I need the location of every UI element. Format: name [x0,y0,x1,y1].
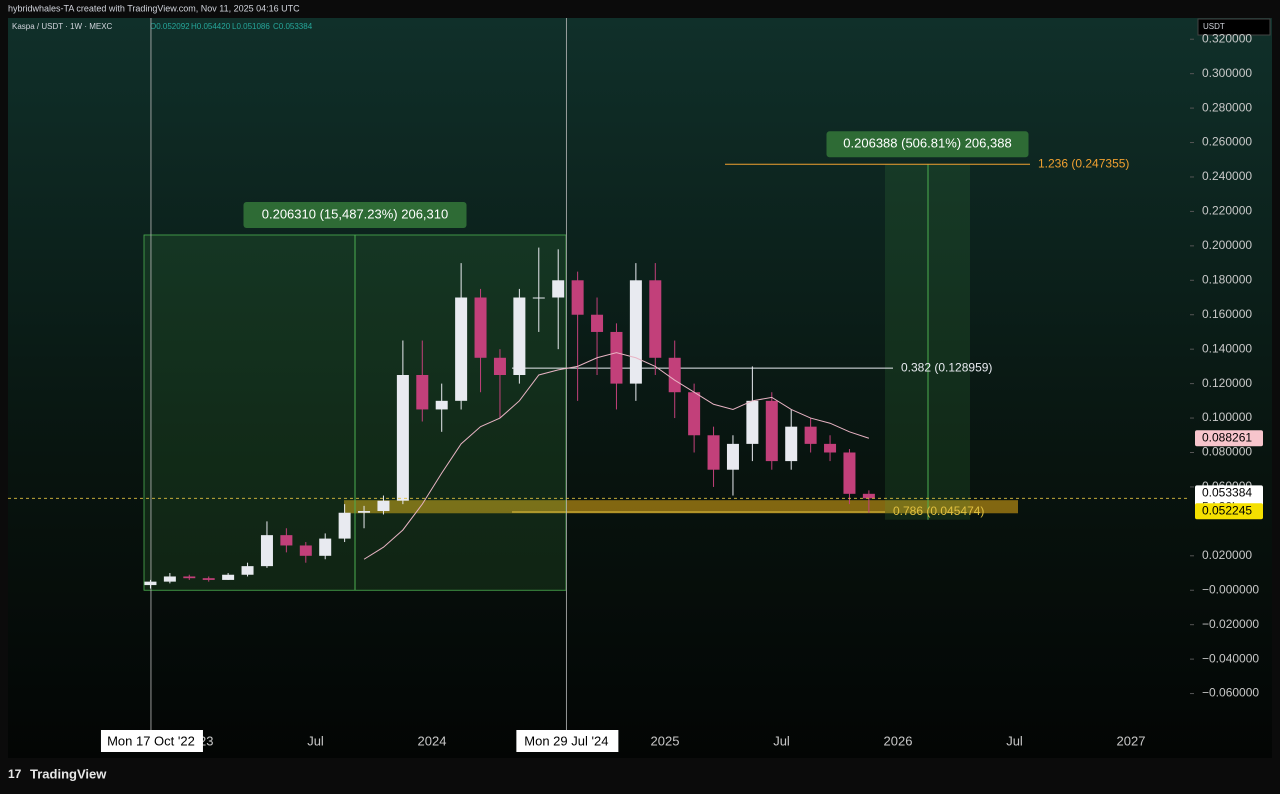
price-label-box [1195,430,1263,447]
candle-body [241,566,254,575]
candle-body [280,535,293,546]
x-tick-label: 2026 [884,733,913,748]
y-tick-label: 0.120000 [1202,376,1252,390]
candle-body [649,280,662,358]
candle-body [396,375,409,501]
currency-box [1197,18,1271,36]
candle-body [358,511,371,513]
y-tick-label: 0.160000 [1202,307,1252,321]
brand-logo: 17 [8,767,22,781]
candle-body [299,545,312,556]
candle-body [571,280,584,315]
candle-body [688,392,701,436]
ohlc-value: L0.051086 [232,22,270,31]
price-label-box [1195,503,1263,520]
candle-body [765,400,778,462]
ohlc-value: C0.053384 [273,22,313,31]
y-tick-label: 0.240000 [1202,169,1252,183]
fib-label: 0.786 (0.045474) [893,504,984,518]
y-tick-label: 0.300000 [1202,66,1252,80]
price-label: 0.052245 [1202,503,1252,517]
candle-body [629,280,642,384]
moving-average [363,352,870,560]
y-tick-label: −0.000000 [1202,582,1259,596]
x-tick-label: Jul [1006,733,1023,748]
y-tick-label: 0.260000 [1202,135,1252,149]
credit: hybridwhales-TA created with TradingView… [8,3,300,13]
y-tick-label: 0.220000 [1202,204,1252,218]
crosshair-label: Mon 29 Jul '24 [524,733,608,748]
y-tick-label: 0.140000 [1202,341,1252,355]
x-tick-label: 2027 [1117,733,1146,748]
candle-body [163,576,176,582]
candle-body [455,297,468,401]
candle-body [862,493,875,499]
candle-body [377,500,390,512]
y-tick-label: −0.040000 [1202,651,1259,665]
ohlc-value: H0.054420 [191,22,231,31]
candle-body [746,400,759,444]
fib-label: 1.236 (0.247355) [1038,156,1129,170]
measure-label: 0.206388 (506.81%) 206,388 [843,136,1011,151]
crosshair-label-box [516,730,619,752]
candle-body [260,535,273,567]
candle-body [726,443,739,470]
candle-body [319,538,332,556]
candle-body [804,426,817,444]
symbol: Kaspa / USDT · 1W · MEXC [12,22,113,31]
candle-body [183,576,196,579]
y-tick-label: 0.180000 [1202,272,1252,286]
crosshair-label: Mon 17 Oct '22 [107,733,195,748]
y-tick-label: 0.080000 [1202,445,1252,459]
measure-label: 0.206310 (15,487.23%) 206,310 [262,206,449,221]
candle-body [435,400,448,410]
y-tick-label: 0.200000 [1202,238,1252,252]
price-label: 0.088261 [1202,430,1252,444]
candle-body [707,435,720,470]
candle-body [493,357,506,375]
candle-body [222,574,235,580]
measure-label-box [243,201,467,228]
candle-body [591,314,604,332]
candle-body [532,297,545,299]
crosshair-label-box [100,730,203,752]
fib-label: 0.382 (0.128959) [901,360,992,374]
candle-body [610,331,623,384]
candle-body [474,297,487,358]
y-tick-label: 0.320000 [1202,31,1252,45]
candle-body [144,581,157,586]
ohlc-value: O0.052092 [150,22,190,31]
candle-body [668,357,681,393]
chart-pane [8,18,1272,758]
x-tick-label: Jul [307,733,324,748]
x-tick-label: 2025 [651,733,680,748]
y-tick-label: −0.020000 [1202,617,1259,631]
y-tick-label: 0.020000 [1202,548,1252,562]
y-tick-label: 0.280000 [1202,100,1252,114]
measure-label-box [826,131,1029,158]
y-tick-label: −0.060000 [1202,686,1259,700]
price-label: 0.053384 [1202,485,1252,499]
candle-body [202,578,215,580]
candle-body [513,297,526,375]
ohlc-legend: O0.052092 H0.054420 L0.051086 C0.053384 [150,22,313,31]
candle-body [552,280,565,298]
brand: TradingView [30,766,107,781]
candle-body [785,426,798,462]
candle-body [338,512,351,539]
y-tick-label: 0.100000 [1202,410,1252,424]
x-tick-label: 2024 [418,733,447,748]
candle-body [843,452,856,494]
currency: USDT [1203,22,1225,31]
x-tick-label: Jul [773,733,790,748]
candle-body [416,375,429,410]
candle-body [824,443,837,453]
